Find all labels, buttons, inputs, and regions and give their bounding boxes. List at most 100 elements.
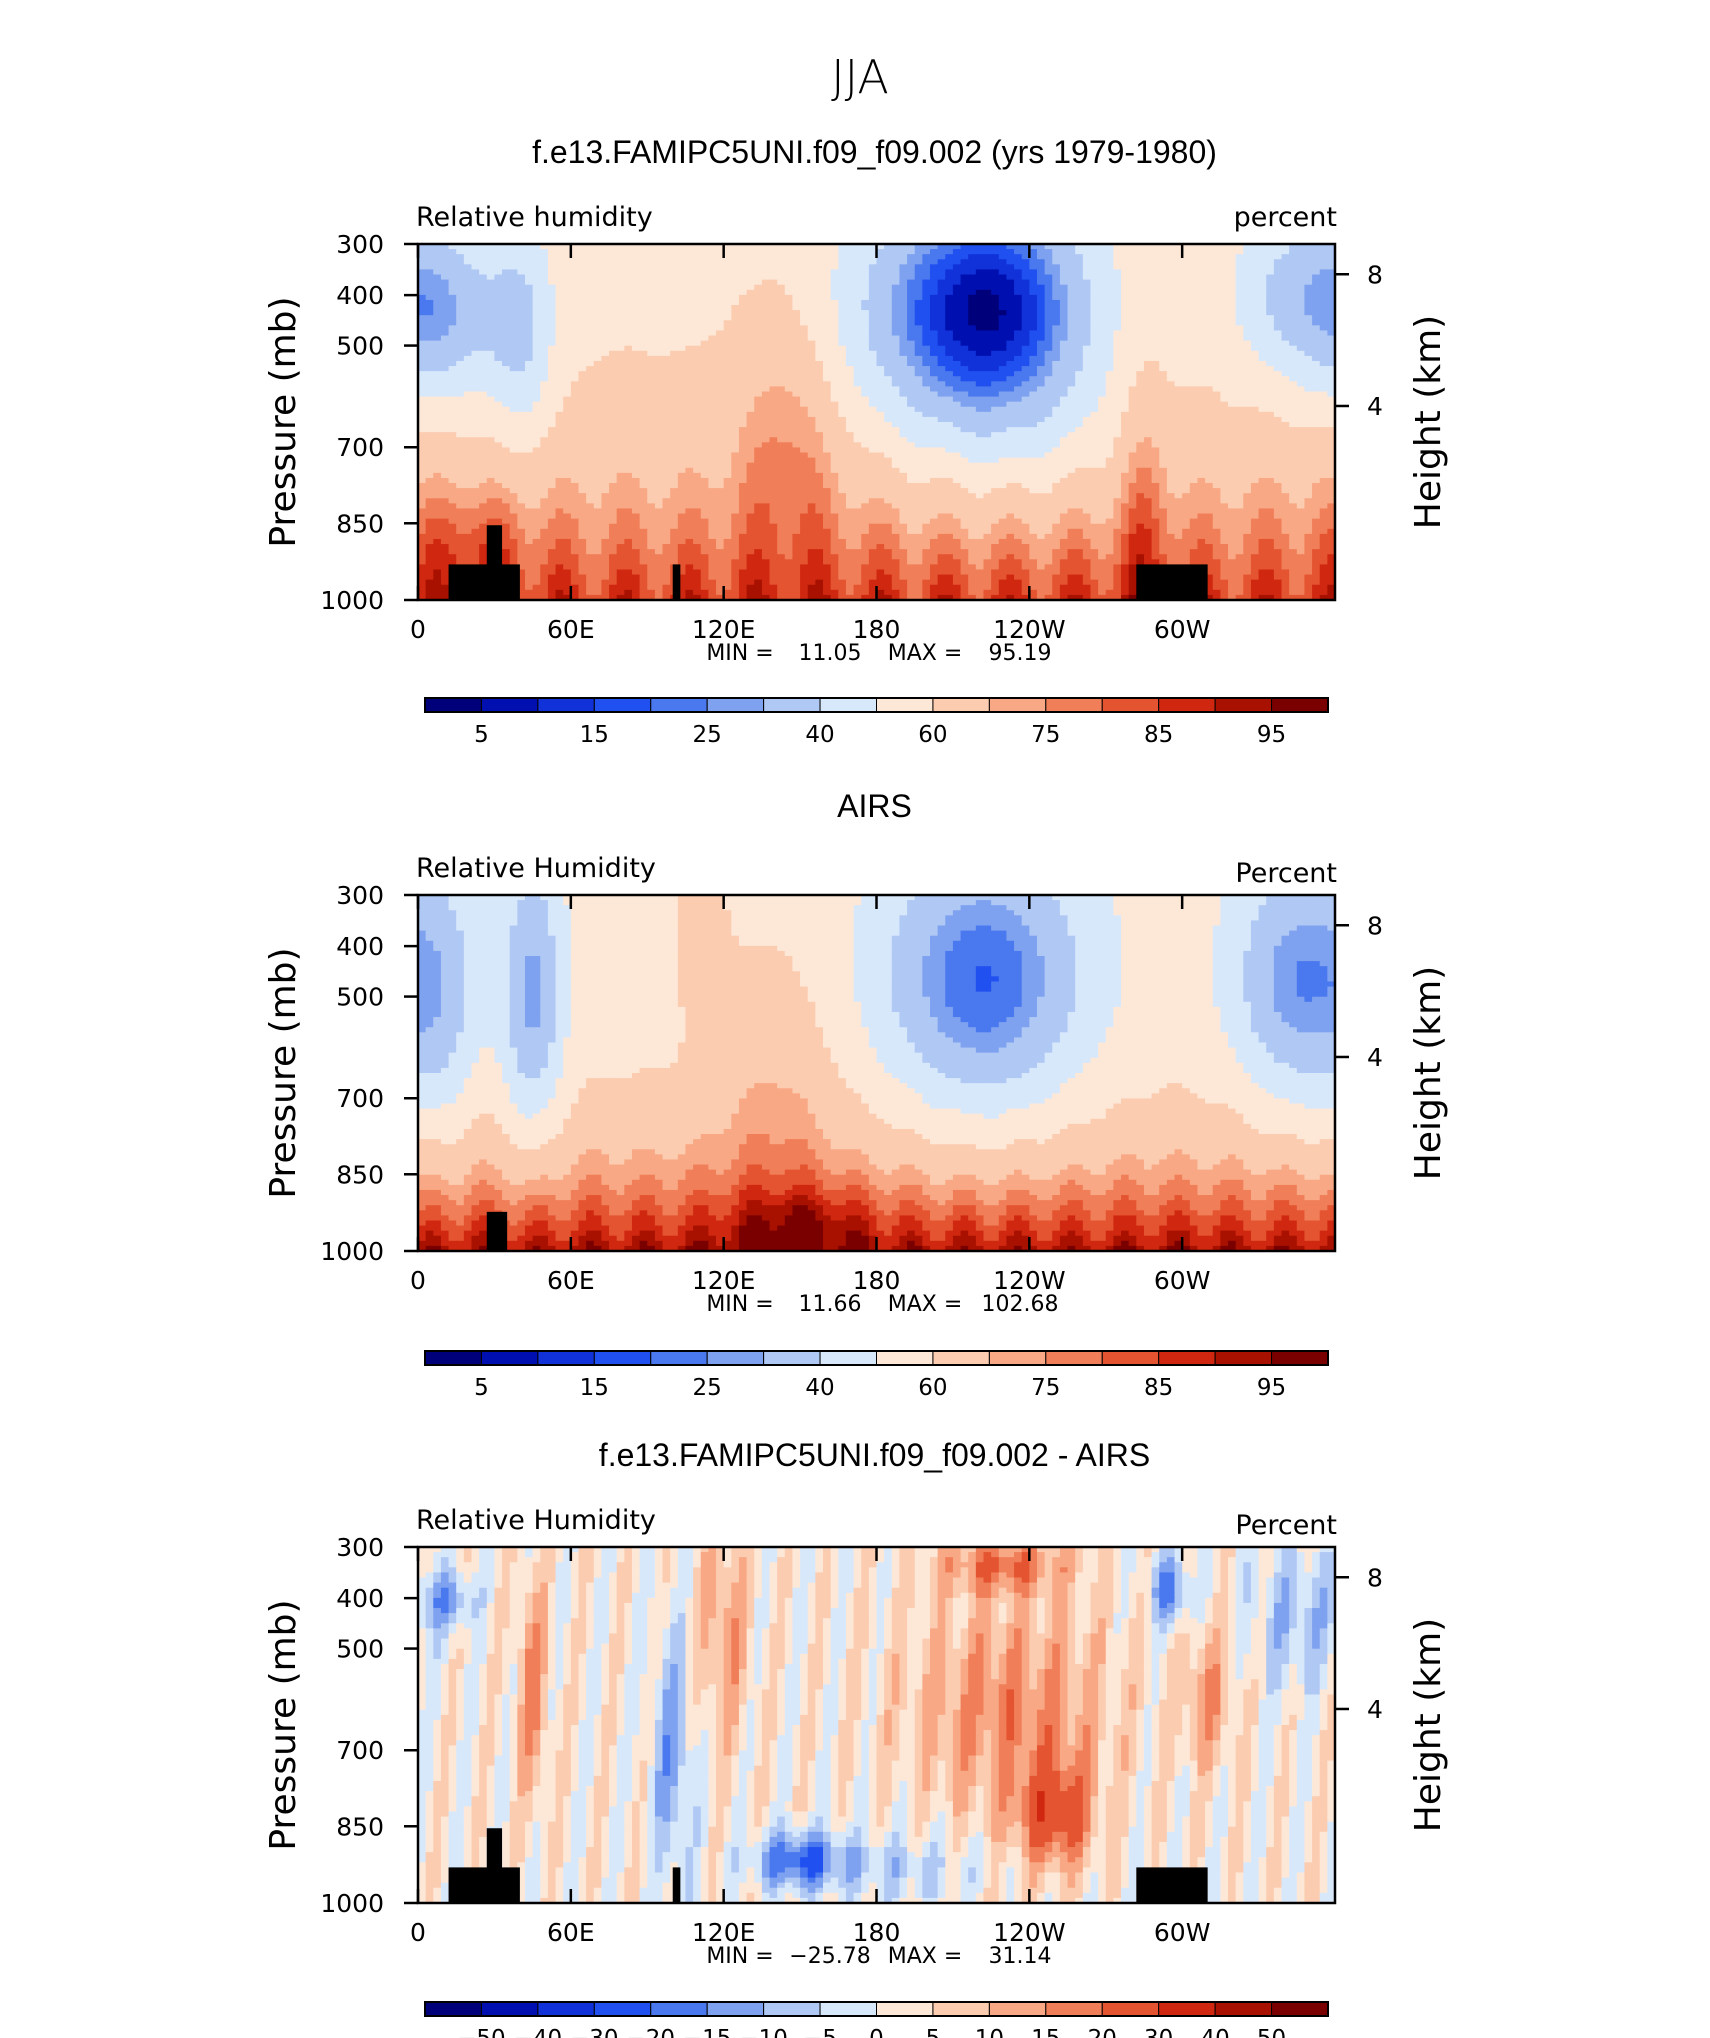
colorbar-swatch (1046, 2002, 1102, 2016)
colorbar-swatch (933, 1351, 989, 1365)
min-value: −25.78 (789, 1944, 870, 1969)
topography-block (673, 1867, 681, 1904)
x-tick-label: 180 (853, 1918, 901, 1947)
y-tick-label: 700 (336, 1084, 384, 1113)
x-tick-label: 60E (547, 1266, 595, 1295)
x-tick-label: 0 (410, 615, 426, 644)
colorbar-swatch (538, 2002, 594, 2016)
colorbar-swatch (764, 1351, 820, 1365)
x-tick-label: 120W (993, 1918, 1065, 1947)
variable-label: Relative humidity (416, 202, 653, 233)
colorbar-label: 85 (1144, 722, 1173, 748)
y2-axis-label: Height (km) (1408, 1618, 1449, 1832)
x-tick-label: 120W (993, 1266, 1065, 1295)
y-tick-label: 300 (336, 230, 384, 259)
colorbar-swatch (933, 2002, 989, 2016)
colorbar-label: −50 (457, 2026, 506, 2038)
colorbar-swatch (425, 1351, 481, 1365)
colorbar-label: 25 (693, 1375, 722, 1401)
y-tick-label: 700 (336, 433, 384, 462)
colorbar-label: −10 (739, 2026, 788, 2038)
colorbar-swatch (1215, 2002, 1271, 2016)
x-tick-label: 120E (692, 1266, 756, 1295)
x-tick-label: 60E (547, 615, 595, 644)
colorbar-swatch (1272, 698, 1328, 712)
colorbar-swatch (989, 1351, 1045, 1365)
max-value: 102.68 (982, 1292, 1059, 1317)
max-value: 95.19 (989, 641, 1052, 666)
colorbar-label: 60 (918, 1375, 947, 1401)
max-label: MAX = (888, 1292, 963, 1317)
colorbar-swatch (989, 2002, 1045, 2016)
colorbar-swatch (933, 698, 989, 712)
y-tick-label: 400 (336, 1584, 384, 1613)
y-tick-label: 400 (336, 932, 384, 961)
field-cells (418, 244, 1336, 601)
panel-title: AIRS (837, 788, 912, 824)
colorbar-swatch (877, 2002, 933, 2016)
season-title: JJA (831, 50, 889, 104)
x-tick-label: 60W (1154, 1266, 1211, 1295)
x-tick-label: 120E (692, 1918, 756, 1947)
colorbar-swatch (1046, 698, 1102, 712)
y2-tick-label: 8 (1367, 911, 1383, 940)
topography-block (449, 1867, 520, 1904)
y-tick-label: 700 (336, 1736, 384, 1765)
min-value: 11.05 (799, 641, 862, 666)
min-label: MIN = (706, 1292, 773, 1317)
colorbar-label: 5 (474, 1375, 489, 1401)
colorbar-swatch (877, 1351, 933, 1365)
colorbar-label: 5 (474, 722, 489, 748)
x-tick-label: 0 (410, 1266, 426, 1295)
y-axis-label: Pressure (mb) (263, 1599, 304, 1850)
colorbar-swatch (651, 1351, 707, 1365)
colorbar-swatch (989, 698, 1045, 712)
colorbar-swatch (651, 698, 707, 712)
colorbar-swatch (538, 1351, 594, 1365)
colorbar-swatch (820, 2002, 876, 2016)
max-label: MAX = (888, 641, 963, 666)
colorbar-label: 20 (1088, 2026, 1117, 2038)
y2-axis-label: Height (km) (1408, 966, 1449, 1180)
colorbar-swatch (707, 1351, 763, 1365)
colorbar-label: −5 (803, 2026, 837, 2038)
colorbar-label: −20 (626, 2026, 675, 2038)
colorbar-label: −15 (683, 2026, 732, 2038)
colorbar-swatch (707, 698, 763, 712)
y-tick-label: 500 (336, 1635, 384, 1664)
colorbar-swatch (820, 698, 876, 712)
colorbar-swatch (425, 698, 481, 712)
units-label: Percent (1235, 858, 1337, 889)
y-tick-label: 300 (336, 881, 384, 910)
y2-tick-label: 4 (1367, 1043, 1383, 1072)
field-cells (418, 1547, 1336, 1904)
colorbar-label: 15 (580, 722, 609, 748)
x-tick-label: 0 (410, 1918, 426, 1947)
y2-tick-label: 8 (1367, 260, 1383, 289)
colorbar-swatch (594, 698, 650, 712)
colorbar-label: 15 (580, 1375, 609, 1401)
panel-title: f.e13.FAMIPC5UNI.f09_f09.002 - AIRS (599, 1437, 1150, 1473)
y-tick-label: 1000 (320, 1237, 384, 1266)
colorbar-swatch (651, 2002, 707, 2016)
colorbar-label: 0 (869, 2026, 884, 2038)
x-tick-label: 120W (993, 615, 1065, 644)
min-label: MIN = (706, 1944, 773, 1969)
colorbar-swatch (1215, 1351, 1271, 1365)
colorbar-swatch (877, 698, 933, 712)
y-tick-label: 500 (336, 332, 384, 361)
topography-block (487, 1212, 507, 1252)
colorbar-label: 40 (805, 1375, 834, 1401)
colorbar-label: 95 (1257, 722, 1286, 748)
colorbar-label: −30 (570, 2026, 619, 2038)
panel-title: f.e13.FAMIPC5UNI.f09_f09.002 (yrs 1979-1… (532, 134, 1217, 170)
y-axis-label: Pressure (mb) (263, 947, 304, 1198)
units-label: Percent (1235, 1510, 1337, 1541)
y-tick-label: 300 (336, 1533, 384, 1562)
colorbar-swatch (707, 2002, 763, 2016)
colorbar-swatch (1102, 1351, 1158, 1365)
colorbar-swatch (538, 698, 594, 712)
colorbar-swatch (481, 2002, 537, 2016)
colorbar-swatch (594, 2002, 650, 2016)
